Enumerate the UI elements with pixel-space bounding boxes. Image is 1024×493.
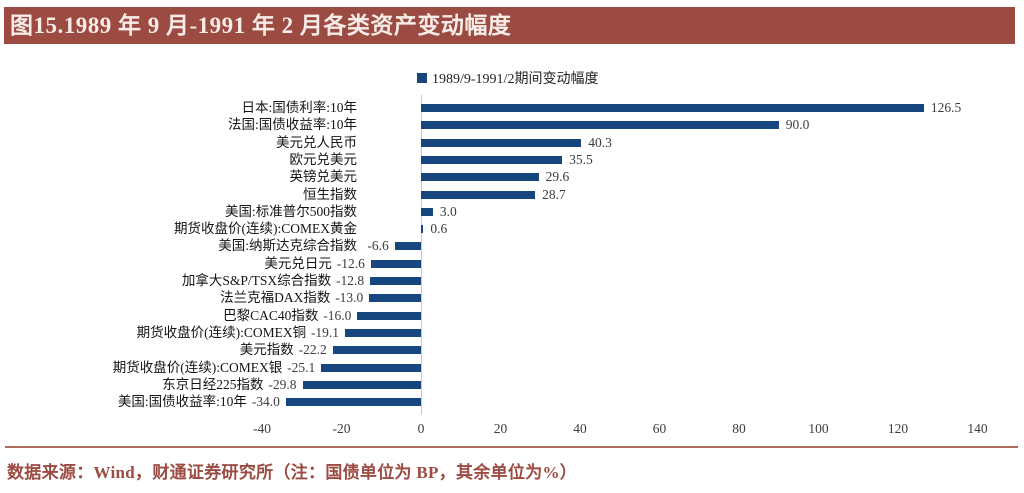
category-label: 期货收盘价(连续):COMEX银: [112, 359, 283, 375]
category-label: 美国:国债收益率:10年: [117, 394, 247, 410]
bar: [394, 242, 421, 251]
bar: [421, 121, 779, 130]
bar: [285, 398, 421, 407]
value-label: -34.0: [251, 394, 280, 410]
value-label: 40.3: [588, 134, 612, 150]
x-axis-tick-label: 20: [493, 421, 508, 436]
bar: [302, 380, 421, 389]
category-label: 美元兑日元: [264, 255, 332, 271]
value-label: -25.1: [287, 359, 316, 375]
category-label: 加拿大S&P/TSX综合指数: [181, 273, 332, 288]
category-label: 法国:国债收益率:10年: [227, 117, 357, 133]
value-label: -12.8: [335, 273, 365, 288]
figure-title: 图15.1989 年 9 月-1991 年 2 月各类资产变动幅度: [4, 7, 1015, 44]
bar: [421, 190, 536, 199]
x-axis-tick-label: -20: [332, 421, 351, 436]
category-label: 美元兑人民币: [276, 134, 357, 150]
footer-divider: [5, 446, 1018, 448]
x-axis-tick-label: 120: [887, 421, 909, 436]
bar: [421, 104, 924, 112]
value-label: 29.6: [545, 169, 570, 185]
category-label: 期货收盘价(连续):COMEX铜: [136, 324, 307, 340]
bar: [321, 363, 421, 372]
category-label: 美元指数: [239, 342, 294, 358]
category-label: 期货收盘价(连续):COMEX黄金: [174, 221, 357, 237]
value-label: 28.7: [542, 186, 566, 202]
bar: [421, 207, 433, 216]
value-label: 0.6: [430, 221, 448, 237]
bar: [421, 225, 424, 234]
bar: [345, 328, 421, 337]
value-label: 126.5: [930, 100, 962, 115]
x-axis-tick-label: 60: [652, 421, 667, 436]
value-label: 35.5: [569, 151, 593, 167]
value-label: 90.0: [785, 117, 810, 133]
x-axis-tick-label: 0: [417, 421, 425, 436]
category-label: 恒生指数: [303, 186, 357, 202]
value-label: -16.0: [323, 307, 352, 323]
source-note: 数据来源：Wind，财通证券研究所（注：国债单位为 BP，其余单位为%）: [7, 463, 578, 482]
bar: [370, 259, 421, 268]
category-label: 日本:国债利率:10年: [241, 100, 357, 115]
x-axis-tick-label: 40: [573, 421, 587, 436]
category-label: 美国:标准普尔500指数: [224, 203, 357, 219]
bar: [421, 173, 539, 182]
legend-label: 1989/9-1991/2期间变动幅度: [432, 72, 599, 87]
value-label: -19.1: [310, 324, 340, 340]
bar: [357, 311, 421, 320]
value-label: -13.0: [335, 290, 364, 306]
category-label: 法兰克福DAX指数: [220, 290, 331, 306]
value-label: 3.0: [439, 203, 457, 219]
category-label: 美国:纳斯达克综合指数: [218, 238, 357, 254]
bar: [421, 155, 563, 164]
value-label: -6.6: [367, 238, 389, 254]
zero-axis-line: [421, 95, 422, 415]
value-label: -29.8: [268, 376, 297, 392]
bar: [332, 346, 421, 355]
x-axis-tick-label: 100: [808, 421, 829, 436]
category-label: 英镑兑美元: [289, 169, 358, 185]
bar: [369, 294, 421, 303]
value-label: -12.6: [336, 255, 365, 271]
chart-legend: 1989/9-1991/2期间变动幅度: [417, 68, 598, 88]
x-axis-tick-label: 140: [967, 421, 988, 436]
category-label: 欧元兑美元: [289, 151, 358, 167]
category-label: 巴黎CAC40指数: [223, 307, 319, 323]
bar: [370, 277, 421, 285]
value-label: -22.2: [298, 342, 327, 358]
category-label: 东京日经225指数: [162, 376, 264, 392]
bar: [421, 138, 582, 147]
x-axis-tick-label: -40: [253, 421, 271, 436]
legend-swatch-icon: [417, 73, 427, 83]
x-axis-tick-label: 80: [732, 421, 746, 436]
